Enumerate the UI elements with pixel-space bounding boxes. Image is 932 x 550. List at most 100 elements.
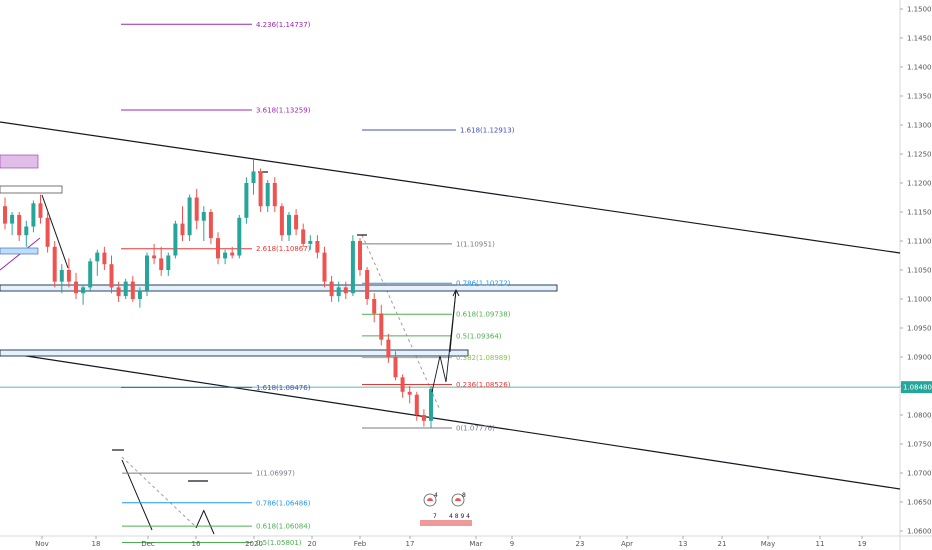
candle-body-44 (315, 241, 320, 253)
candle-body-27 (194, 197, 199, 221)
time-tick-label-9: 9 (510, 540, 514, 548)
time-tick-label-3: 16 (192, 540, 201, 548)
fib-main-label-4: 0.382(1.08989) (456, 354, 511, 362)
fib-main-label-0: 1(1.10951) (456, 240, 495, 248)
event-flag-icon-0 (427, 498, 433, 501)
time-tick-label-10: 23 (576, 540, 585, 548)
candle-body-37 (265, 183, 270, 207)
candle-body-25 (180, 223, 185, 236)
candle-body-40 (287, 214, 291, 236)
price-tick-label-16: 1.07000 (907, 470, 932, 478)
price-axis[interactable]: 1.15000 1.14500 1.14000 1.13500 1.13000 1.125… (900, 6, 932, 536)
fib-diagonal-bottom (121, 456, 197, 528)
time-tick-label-7: 17 (406, 540, 415, 548)
event-row-left: 7 (433, 513, 437, 520)
candle-body-60 (429, 388, 433, 421)
projection-arrow-segment-3 (449, 289, 457, 353)
candle-body-41 (294, 214, 299, 230)
fib-top-label-3: 2.618(1.10867) (256, 245, 311, 253)
candle-body-2 (17, 214, 22, 236)
candle-body-54 (386, 339, 391, 357)
candle-body-52 (372, 299, 377, 314)
price-tick-label-10: 1.10000 (907, 296, 932, 304)
candle-body-9 (66, 270, 71, 282)
fib-bottom-label-2: 0.618(1.06084) (256, 523, 311, 531)
candle-body-42 (301, 229, 306, 244)
small-line-c (195, 509, 205, 529)
price-tick-label-15: 1.07500 (907, 441, 932, 449)
upper-trendline (0, 121, 901, 254)
event-strip (420, 520, 472, 526)
candle-body-30 (216, 238, 220, 259)
blue-box-zone (0, 247, 39, 255)
event-count-left: 4 (434, 492, 438, 499)
projection-arrow-head (452, 288, 460, 297)
candle-body-14 (102, 252, 107, 265)
price-tick-label-3: 1.13500 (907, 93, 932, 101)
candle-body-51 (365, 270, 370, 299)
candle-body-24 (173, 223, 178, 256)
candle-body-43 (308, 241, 313, 244)
price-tick-label-9: 1.10500 (907, 267, 932, 275)
candle-body-50 (358, 241, 362, 270)
time-tick-label-5: 20 (308, 540, 317, 548)
small-descending-line (121, 459, 153, 531)
economic-events[interactable]: 4 8 7 4 8 9 4 (420, 492, 472, 526)
fib-top-label-2: 1.618(1.12913) (460, 127, 515, 135)
fib-main-label-2: 0.618(1.09738) (456, 311, 511, 319)
candle-body-29 (208, 212, 213, 239)
time-axis[interactable]: Nov 18 Dec 16 2020 20 Feb 17 Mar 9 23 Apr 13 21 May 11 1… (35, 536, 866, 548)
price-tick-label-8: 1.11000 (907, 238, 932, 246)
candle-body-21 (152, 255, 157, 259)
time-tick-label-6: Feb (354, 540, 367, 548)
time-tick-label-4: 2020 (245, 540, 263, 548)
candle-body-19 (137, 290, 142, 299)
candle-body-57 (407, 391, 412, 395)
candle-body-15 (109, 264, 114, 288)
candle-body-20 (145, 255, 149, 291)
price-tick-label-11: 1.09500 (907, 325, 932, 333)
fib-diagonal-main (361, 234, 441, 411)
purple-box-zone (0, 154, 39, 169)
resistance-zone-left (0, 185, 63, 194)
time-tick-label-15: 11 (816, 540, 825, 548)
candle-body-55 (393, 357, 398, 378)
candle-body-16 (116, 287, 121, 297)
current-price-tag (901, 381, 932, 394)
candle-body-3 (24, 226, 29, 236)
lower-trendline (0, 351, 901, 490)
event-flag-icon-1 (455, 498, 461, 501)
candle-body-28 (201, 212, 206, 221)
time-tick-label-1: 18 (92, 540, 101, 548)
time-tick-label-13: 21 (718, 540, 727, 548)
price-tick-label-2: 1.14000 (907, 64, 932, 72)
candle-body-26 (187, 197, 192, 236)
fib-top-label-1: 3.618(1.13259) (256, 106, 311, 114)
price-tick-label-4: 1.13000 (907, 122, 932, 130)
candle-body-5 (38, 203, 43, 218)
fib-levels: 4.236(1.14737) 3.618(1.13259) 1.618(1.1291… (112, 21, 515, 547)
candle-body-10 (74, 281, 78, 294)
price-tick-label-6: 1.12000 (907, 180, 932, 188)
time-tick-label-8: Mar (469, 540, 482, 548)
fib-bottom-label-0: 1(1.06997) (256, 470, 295, 478)
candle-body-18 (130, 281, 135, 299)
candle-body-8 (59, 270, 64, 282)
price-tick-label-5: 1.12500 (907, 151, 932, 159)
candle-body-36 (258, 171, 263, 207)
small-line-b (203, 510, 215, 535)
candle-body-39 (279, 206, 284, 236)
trendlines (0, 121, 901, 535)
time-tick-label-11: Apr (621, 540, 633, 548)
candle-body-22 (159, 258, 164, 270)
candle-body-33 (237, 217, 242, 256)
candle-body-13 (95, 252, 100, 262)
candle-body-6 (45, 217, 50, 247)
fib-main-label-5: 0.236(1.08526) (456, 381, 511, 389)
candle-body-31 (223, 252, 228, 259)
candle-body-48 (343, 287, 348, 294)
time-tick-label-12: 13 (679, 540, 688, 548)
time-tick-label-16: 19 (858, 540, 867, 548)
candle-body-58 (414, 394, 419, 415)
